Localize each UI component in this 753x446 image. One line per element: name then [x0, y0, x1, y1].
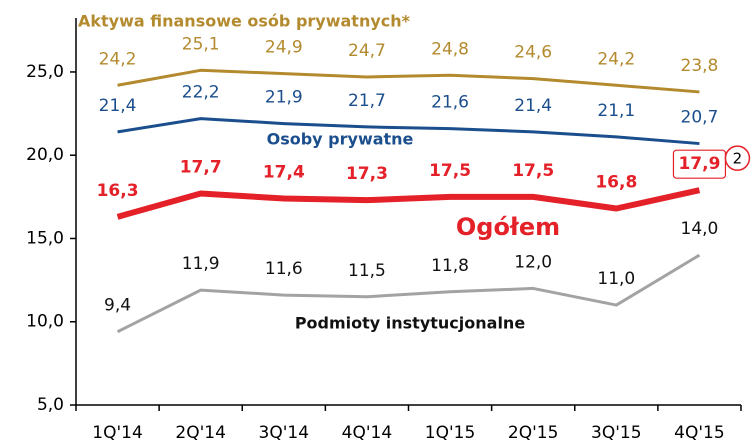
- data-label: 24,6: [514, 43, 552, 63]
- series-label: Podmioty instytucjonalne: [295, 314, 526, 333]
- x-tick-label: 2Q'14: [175, 423, 226, 443]
- data-label: 21,4: [99, 96, 137, 116]
- data-label: 21,4: [514, 96, 552, 116]
- y-tick-label: 5,0: [37, 395, 64, 415]
- series-line: [116, 253, 701, 334]
- x-tick-label: 1Q'14: [92, 423, 143, 443]
- x-tick-label: 2Q'15: [508, 423, 559, 443]
- series-line: [117, 68, 700, 94]
- data-label: 17,9: [678, 154, 720, 174]
- annotation: 2: [733, 150, 743, 168]
- data-label: 24,7: [348, 41, 386, 61]
- data-label: 17,7: [180, 158, 222, 178]
- data-label: 23,8: [681, 56, 719, 76]
- x-tick-label: 3Q'14: [259, 423, 310, 443]
- data-label: 11,9: [182, 254, 220, 274]
- data-label: 24,2: [597, 49, 635, 69]
- data-label: 17,5: [429, 161, 471, 181]
- y-tick-label: 25,0: [26, 62, 64, 82]
- x-tick-label: 4Q'15: [674, 423, 725, 443]
- series-line: [117, 117, 700, 146]
- data-label: 24,8: [431, 39, 469, 59]
- data-label: 11,0: [597, 269, 635, 289]
- data-label: 21,1: [597, 101, 635, 121]
- x-tick-label: 3Q'15: [591, 423, 642, 443]
- data-label: 16,3: [97, 181, 139, 201]
- series-label: Osoby prywatne: [267, 130, 414, 149]
- x-tick-label: 4Q'14: [342, 423, 393, 443]
- data-label: 11,5: [348, 261, 386, 281]
- data-label: 12,0: [514, 252, 552, 272]
- x-tick-label: 1Q'15: [425, 423, 476, 443]
- data-label: 17,3: [346, 164, 388, 184]
- data-label: 16,8: [595, 173, 637, 193]
- y-tick-label: 20,0: [26, 145, 64, 165]
- data-label: 11,8: [431, 256, 469, 276]
- data-label: 24,9: [265, 38, 303, 58]
- data-label: 24,2: [99, 49, 137, 69]
- data-label: 9,4: [104, 296, 131, 316]
- data-label: 11,6: [265, 259, 303, 279]
- series-label: Ogółem: [456, 213, 560, 241]
- data-label: 14,0: [681, 219, 719, 239]
- annotation-circle: [724, 145, 751, 171]
- data-label: 25,1: [182, 34, 220, 54]
- series-line: [116, 187, 701, 220]
- data-label: 21,7: [348, 91, 386, 111]
- y-tick-label: 10,0: [26, 312, 64, 332]
- data-label: 22,2: [182, 83, 220, 103]
- y-tick-label: 15,0: [26, 228, 64, 248]
- data-label: 17,4: [263, 163, 305, 183]
- highlight-box: [672, 149, 727, 179]
- data-label: 20,7: [681, 108, 719, 128]
- data-label: 17,5: [512, 161, 554, 181]
- series-label: Aktywa finansowe osób prywatnych*: [78, 12, 411, 31]
- data-label: 21,6: [431, 93, 469, 113]
- data-label: 21,9: [265, 88, 303, 108]
